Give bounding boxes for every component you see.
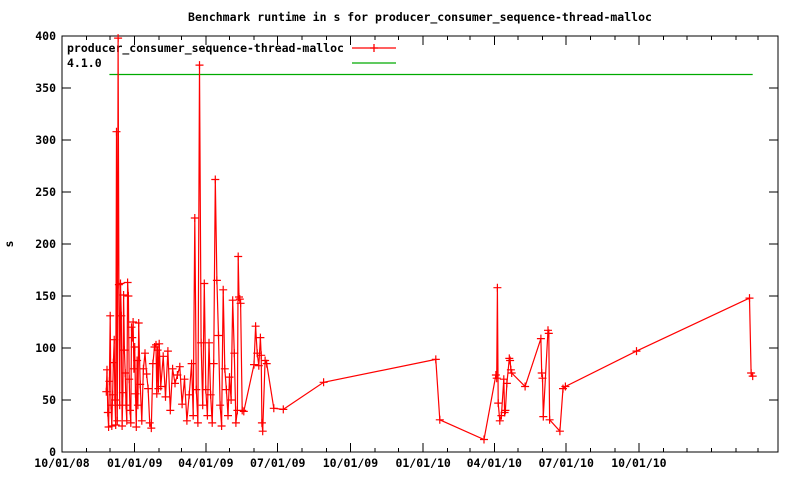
- series-benchmark-runtime-markers: [102, 34, 757, 444]
- legend-label: 4.1.0: [67, 56, 102, 70]
- x-axis: 10/01/08 01/01/09 04/01/09 07/01/09 10/01/09…: [34, 36, 759, 470]
- legend: producer_consumer_sequence-thread-malloc…: [67, 41, 396, 70]
- y-tick-label: 150: [35, 289, 56, 303]
- y-tick-label: 300: [35, 133, 56, 147]
- legend-label: producer_consumer_sequence-thread-malloc: [67, 41, 344, 56]
- x-tick-label: 01/01/09: [107, 456, 162, 470]
- series-benchmark-runtime: [102, 34, 757, 444]
- x-tick-label: 04/01/10: [467, 456, 522, 470]
- x-tick-label: 01/01/10: [395, 456, 450, 470]
- y-tick-label: 100: [35, 341, 56, 355]
- series-benchmark-runtime-line: [105, 38, 754, 441]
- x-tick-label: 10/01/08: [34, 456, 89, 470]
- y-axis-title: s: [2, 241, 16, 248]
- x-tick-label: 07/01/09: [250, 456, 305, 470]
- legend-sample-marker: [370, 44, 378, 52]
- x-tick-label: 10/01/09: [323, 456, 378, 470]
- y-tick-label: 250: [35, 185, 56, 199]
- y-tick-label: 200: [35, 237, 56, 251]
- y-tick-label: 350: [35, 81, 56, 95]
- y-tick-label: 0: [49, 445, 56, 459]
- y-tick-label: 400: [35, 29, 56, 43]
- y-axis: 0 50 100 150 200 250 300 350 400: [35, 29, 778, 459]
- chart-title: Benchmark runtime in s for producer_cons…: [188, 10, 652, 25]
- x-tick-label: 04/01/09: [178, 456, 233, 470]
- x-tick-label: 07/01/10: [539, 456, 594, 470]
- x-tick-label: 10/01/10: [611, 456, 666, 470]
- y-tick-label: 50: [42, 393, 56, 407]
